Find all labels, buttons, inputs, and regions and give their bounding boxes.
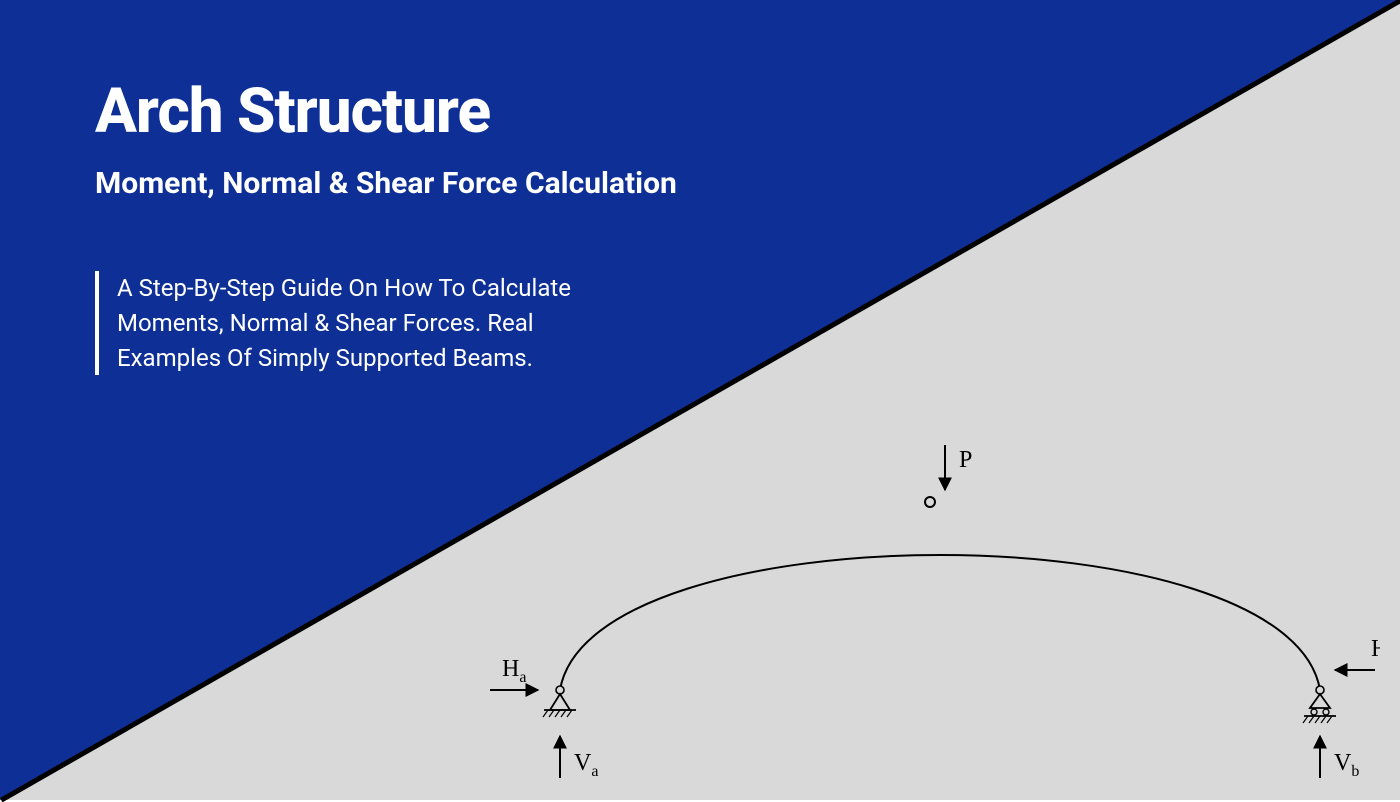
text-block: Arch Structure Moment, Normal & Shear Fo… [95, 75, 795, 375]
arch-svg: P Ha Va Hb Vb [480, 410, 1380, 790]
subtitle: Moment, Normal & Shear Force Calculation [95, 166, 795, 201]
svg-text:Hb: Hb [1371, 636, 1380, 666]
description-text: A Step-By-Step Guide On How To Calculate… [117, 271, 597, 375]
main-title: Arch Structure [95, 75, 795, 148]
svg-text:Ha: Ha [502, 656, 526, 686]
description-border: A Step-By-Step Guide On How To Calculate… [95, 271, 795, 375]
svg-text:P: P [959, 447, 972, 473]
arch-diagram: P Ha Va Hb Vb [480, 410, 1380, 790]
svg-text:Vb: Vb [1334, 750, 1359, 780]
svg-text:Va: Va [574, 750, 598, 780]
